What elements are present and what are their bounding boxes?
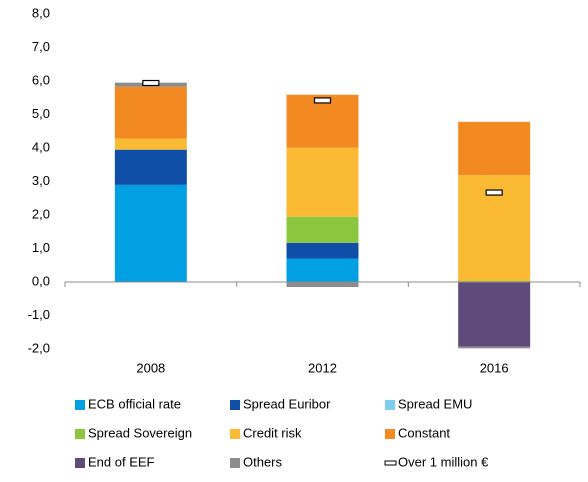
bar-segment (286, 242, 359, 259)
y-tick-label: -2,0 (28, 340, 50, 355)
legend-swatch (230, 458, 240, 468)
bar-segment (114, 138, 187, 150)
legend-label: Spread EMU (398, 396, 472, 411)
legend-label: Constant (398, 425, 450, 440)
legend-swatch (384, 460, 397, 466)
y-tick-label: 3,0 (32, 173, 50, 188)
bar-segment (286, 94, 359, 148)
y-tick-label: 8,0 (32, 5, 50, 20)
legend-swatch (75, 429, 85, 439)
bar-segment (458, 346, 531, 349)
y-tick-label: 1,0 (32, 240, 50, 255)
y-tick-label: 5,0 (32, 106, 50, 121)
x-tick-label: 2012 (308, 360, 337, 375)
legend-swatch (385, 429, 395, 439)
legend-swatch (230, 429, 240, 439)
legend-label: ECB official rate (88, 396, 181, 411)
bar-segment (286, 258, 359, 282)
y-tick-label: 2,0 (32, 206, 50, 221)
bar-segment (458, 282, 531, 347)
bar-segment (458, 121, 531, 176)
y-tick-label: 4,0 (32, 139, 50, 154)
marker (313, 97, 332, 104)
bar-segment (286, 216, 359, 243)
legend-label: Over 1 million € (398, 454, 489, 469)
legend-label: Spread Euribor (243, 396, 331, 411)
marker (142, 79, 160, 87)
legend-swatch (230, 400, 240, 410)
bar-segment (458, 280, 531, 282)
y-tick-label: 6,0 (32, 72, 50, 87)
bar-segment (114, 86, 187, 139)
bar-segment (286, 282, 359, 288)
x-tick-label: 2016 (480, 360, 509, 375)
legend-label: Others (243, 454, 283, 469)
y-tick-label: 7,0 (32, 39, 50, 54)
y-tick-label: -1,0 (28, 307, 50, 322)
legend-label: Credit risk (243, 425, 302, 440)
y-tick-label: 0,0 (32, 273, 50, 288)
bar-segment (114, 184, 187, 282)
legend-swatch (75, 400, 85, 410)
legend-swatch (385, 400, 395, 410)
bar-segment (114, 149, 187, 185)
legend-swatch (75, 458, 85, 468)
x-tick-label: 2008 (136, 360, 165, 375)
legend-label: Spread Sovereign (88, 425, 192, 440)
marker (485, 189, 503, 196)
legend-label: End of EEF (88, 454, 155, 469)
bar-segment (286, 147, 359, 217)
